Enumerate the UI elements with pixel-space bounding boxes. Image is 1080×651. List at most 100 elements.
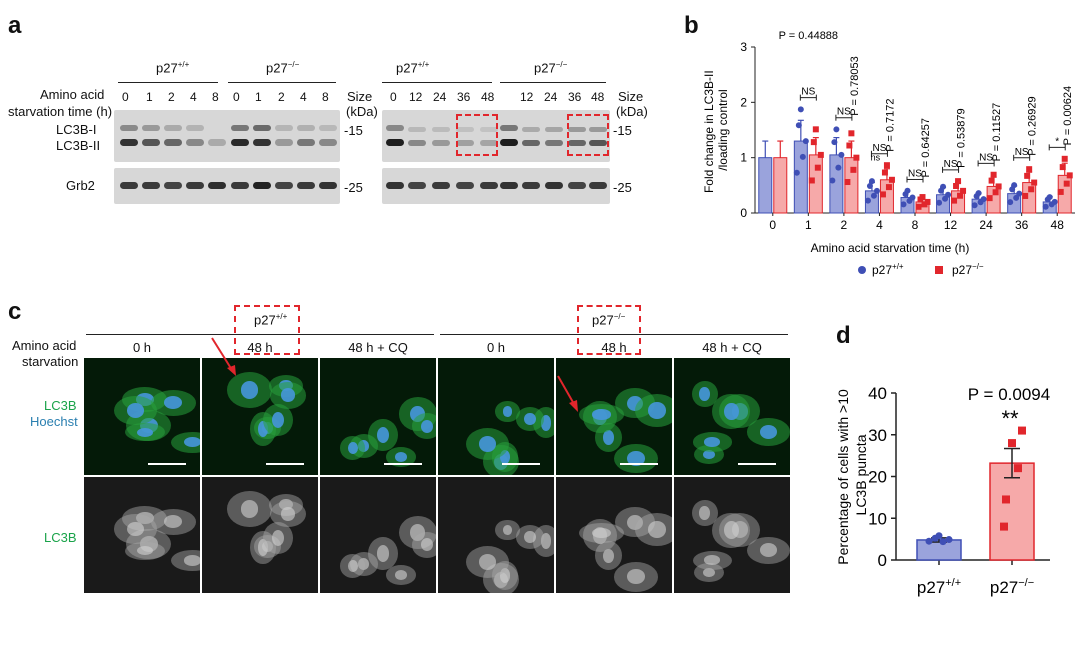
group-underline [440, 334, 788, 335]
data-point-wt [900, 201, 907, 208]
data-point-wt [829, 177, 836, 184]
y-axis-label: Percentage of cells with >10 LC3B puncta [835, 385, 869, 564]
hoechst-stain-label: Hoechst [30, 414, 78, 429]
time-label: 4 [300, 90, 307, 104]
data-point-ko [848, 130, 855, 137]
panel-d-chart: Percentage of cells with >10 LC3B puncta… [835, 384, 1050, 597]
data-point-wt [980, 196, 987, 203]
data-point-wt [1042, 203, 1049, 210]
legend-label-ko: p27−/− [952, 262, 984, 277]
highlight-box [234, 305, 300, 355]
data-point-wt [936, 199, 943, 206]
significance-label: * [1055, 136, 1059, 147]
bar-ko [808, 154, 823, 214]
micrograph-lc3b-hoechst [320, 358, 436, 475]
legend-marker-wt [858, 266, 866, 274]
scale-bar [502, 463, 540, 465]
chart-bars [758, 106, 1073, 214]
data-point-ko [885, 184, 892, 191]
data-point-wt [971, 202, 978, 209]
data-point-wt [1016, 190, 1023, 197]
data-point-ko [1026, 166, 1033, 173]
micrograph-lc3b-hoechst [674, 358, 790, 475]
p-value-label: P = 0.00624 [1062, 86, 1074, 145]
micrograph-lc3b-hoechst [84, 358, 200, 475]
data-point-ko [883, 162, 890, 169]
bar-wt [793, 140, 808, 214]
data-point-ko [1022, 192, 1029, 199]
micrograph-lc3b-hoechst [202, 358, 318, 475]
x-tick-label: 2 [841, 218, 848, 232]
time-label: 24 [544, 90, 558, 104]
kda-label: (kDa) [616, 104, 648, 119]
data-point-wt [1046, 194, 1053, 201]
time-label: 1 [146, 90, 153, 104]
genotype-header: p27−/− [592, 312, 626, 328]
significance-label: NS [837, 107, 851, 118]
data-point-wt [1007, 199, 1014, 206]
scale-bar [738, 463, 776, 465]
extra-significance-label: ns [871, 152, 881, 162]
starvation-time-label: starvation time (h) [8, 104, 113, 119]
time-label: 36 [457, 90, 471, 104]
bar-wt [758, 157, 773, 214]
y-tick-label: 0 [740, 206, 747, 220]
genotype-header: p27+/+ [254, 312, 288, 328]
column-label: 0 h [486, 340, 506, 355]
column-label: 0 h [132, 340, 152, 355]
mw-15-marker: -15 [613, 123, 632, 138]
micrograph-lc3b-hoechst [556, 358, 672, 475]
grb2-blot-right [382, 168, 610, 204]
data-point-ko [1063, 180, 1070, 187]
data-point-ko [915, 203, 922, 210]
micrograph-lc3b [438, 477, 554, 593]
data-point-wt [873, 187, 880, 194]
p-value-label: P = 0.26929 [1027, 96, 1039, 155]
p-value-label: P = 0.64257 [920, 118, 932, 177]
data-point-ko [1024, 172, 1031, 179]
data-point-wt [909, 194, 916, 201]
p-value-label: P = 0.0094 [968, 385, 1050, 404]
micrograph-lc3b [556, 477, 672, 593]
significance-label: NS [908, 168, 922, 179]
bar-ko [989, 462, 1035, 561]
data-point-ko [1014, 464, 1022, 473]
lc3b-stain-label: LC3B [44, 398, 77, 413]
size-label: Size [618, 89, 644, 104]
micrograph-lc3b [84, 477, 200, 593]
data-point-ko [992, 189, 999, 196]
data-point-ko [953, 182, 960, 189]
mw-15-marker: -15 [344, 123, 363, 138]
data-point-wt [795, 122, 802, 129]
data-point-wt [925, 537, 933, 545]
highlight-box [456, 114, 498, 156]
significance-label: NS [944, 159, 958, 170]
y-tick-label: 2 [740, 95, 747, 109]
data-point-wt [797, 106, 804, 113]
data-point-wt [799, 153, 806, 160]
time-label: 8 [212, 90, 219, 104]
data-point-ko [879, 191, 886, 198]
mw-25-marker: -25 [344, 180, 363, 195]
genotype-header: p27−/− [534, 60, 568, 76]
time-label: 48 [481, 90, 495, 104]
bar-wt [829, 154, 844, 214]
data-point-ko [1000, 522, 1008, 531]
data-point-ko [1066, 172, 1073, 179]
significance-label: NS [801, 87, 815, 98]
data-point-wt [831, 139, 838, 146]
time-label: 0 [233, 90, 240, 104]
column-label: 48 h [601, 340, 627, 355]
y-tick-label: 30 [868, 426, 887, 445]
group-underline [86, 334, 434, 335]
data-point-ko [888, 176, 895, 183]
starvation-label: starvation [22, 354, 79, 369]
x-tick-label: 8 [912, 218, 919, 232]
data-point-ko [990, 171, 997, 178]
data-point-ko [844, 179, 851, 186]
data-point-wt [1013, 194, 1020, 201]
kda-label: (kDa) [346, 104, 378, 119]
legend-marker-ko [935, 266, 943, 274]
grb2-label: Grb2 [66, 178, 95, 193]
